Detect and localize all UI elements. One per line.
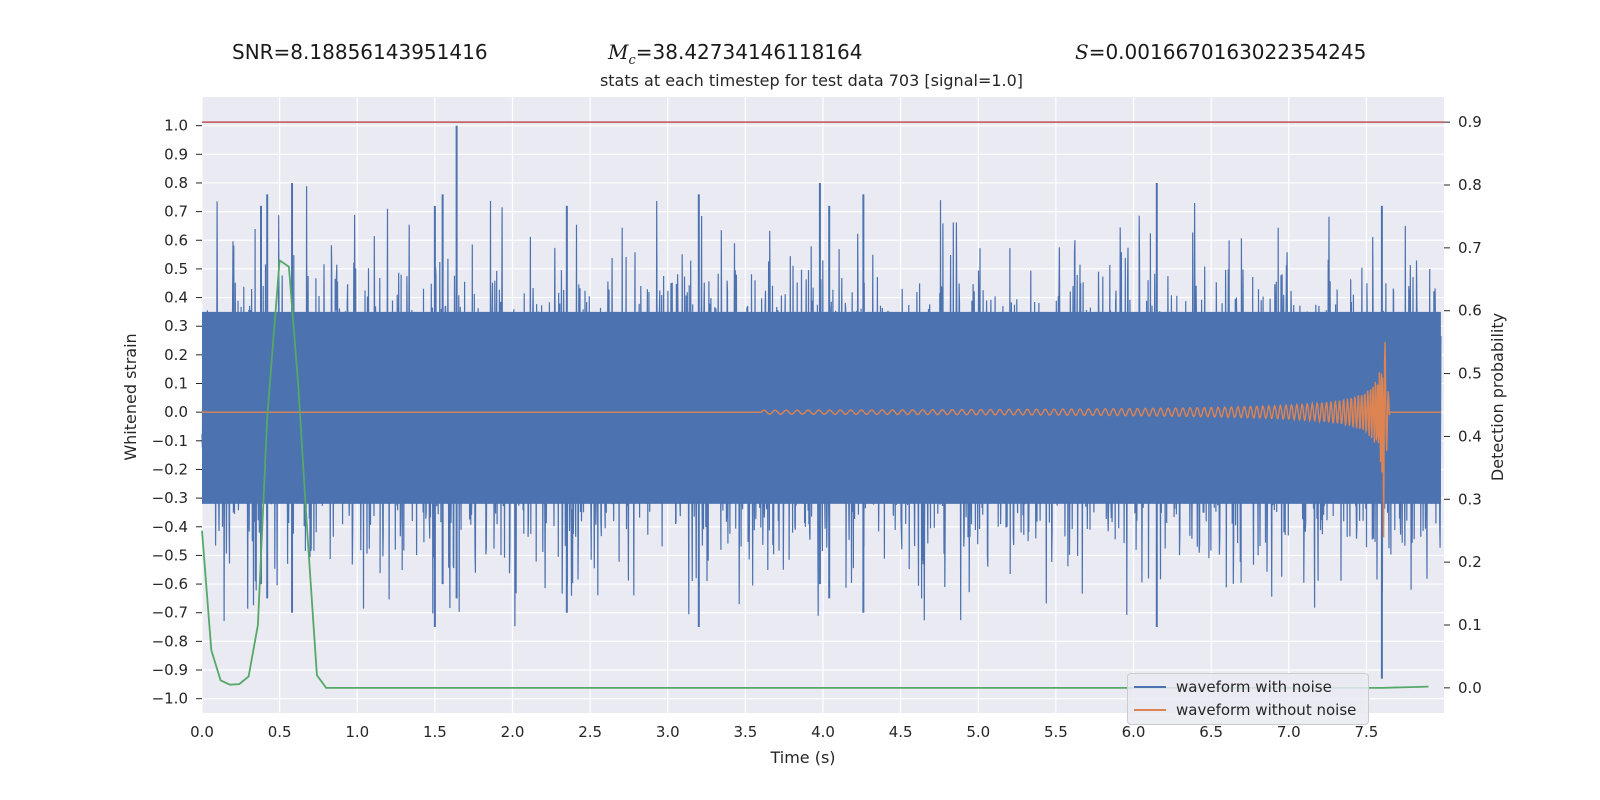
snr-stat: SNR=8.18856143951416 <box>232 40 488 64</box>
x-tick-label: 4.0 <box>811 723 835 741</box>
y-tick-label: −0.5 <box>152 546 188 564</box>
y-tick-label: 0.4 <box>164 289 188 307</box>
x-tick-label: 1.5 <box>423 723 447 741</box>
y-tick-label: 0.2 <box>164 346 188 364</box>
y2-tick-label: 0.6 <box>1458 302 1482 320</box>
y-tick-label: 1.0 <box>164 117 188 135</box>
x-axis-ticks: 0.0 0.5 1.0 1.5 2.0 2.5 3.0 3.5 4.0 4.5 5.0 5.5 6.0 6… <box>190 723 1378 741</box>
probability-trace <box>201 258 1429 689</box>
y-tick-label: 0.1 <box>164 375 188 393</box>
y-axis-label: Whitened strain <box>121 333 140 460</box>
y-tick-label: −0.4 <box>152 518 188 536</box>
y-axis-ticks: 1.0 0.9 0.8 0.7 0.6 0.5 0.4 0.3 0.2 0.1 0.0 −0.1 −0.… <box>152 117 202 708</box>
y-tick-label: 0.5 <box>164 260 188 278</box>
y2-tick-label: 0.0 <box>1458 679 1482 697</box>
y-tick-label: −0.6 <box>152 575 188 593</box>
x-tick-label: 7.0 <box>1277 723 1301 741</box>
legend-label-clean: waveform without noise <box>1176 701 1357 719</box>
y-tick-label: −0.7 <box>152 604 188 622</box>
x-axis-label: Time (s) <box>769 748 835 767</box>
y2-tick-label: 0.3 <box>1458 490 1482 508</box>
x-tick-label: 0.5 <box>268 723 292 741</box>
chart-title: stats at each timestep for test data 703… <box>599 71 1024 90</box>
x-tick-label: 1.0 <box>345 723 369 741</box>
x-tick-label: 3.5 <box>733 723 757 741</box>
y2-tick-label: 0.2 <box>1458 553 1482 571</box>
y-tick-label: 0.0 <box>164 403 188 421</box>
y-tick-label: 0.6 <box>164 231 188 249</box>
y2-tick-label: 0.9 <box>1458 113 1482 131</box>
y-tick-label: 0.8 <box>164 174 188 192</box>
s-symbol: S <box>1075 40 1089 64</box>
y2-tick-label: 0.8 <box>1458 176 1482 194</box>
noise-core <box>202 311 1441 504</box>
y-tick-label: −0.3 <box>152 489 188 507</box>
y-tick-label: −1.0 <box>152 690 188 708</box>
probability-line <box>201 258 1429 689</box>
x-tick-label: 4.5 <box>889 723 913 741</box>
x-tick-label: 5.0 <box>966 723 990 741</box>
y2-tick-label: 0.7 <box>1458 239 1482 257</box>
x-tick-label: 5.5 <box>1044 723 1068 741</box>
y-tick-label: 0.3 <box>164 317 188 335</box>
x-tick-label: 2.0 <box>501 723 525 741</box>
snr-text: SNR=8.18856143951416 <box>232 40 488 64</box>
y-tick-label: −0.9 <box>152 661 188 679</box>
y-tick-label: −0.2 <box>152 460 188 478</box>
y2-tick-label: 0.5 <box>1458 365 1482 383</box>
y-tick-label: 0.9 <box>164 145 188 163</box>
noise-waveform <box>201 125 1442 679</box>
legend-item-noise: waveform with noise <box>1134 677 1332 697</box>
clean-trace <box>202 341 1441 538</box>
y-tick-label: −0.8 <box>152 632 188 650</box>
x-tick-label: 0.0 <box>190 723 214 741</box>
x-tick-label: 6.5 <box>1199 723 1223 741</box>
x-tick-label: 2.5 <box>578 723 602 741</box>
y2-axis-label: Detection probability <box>1488 313 1507 481</box>
legend-swatch-noise <box>1134 686 1166 688</box>
y-tick-label: −0.1 <box>152 432 188 450</box>
chirp-mass-stat: Mc=38.42734146118164 <box>608 40 862 68</box>
x-tick-label: 7.5 <box>1354 723 1378 741</box>
x-tick-label: 3.0 <box>656 723 680 741</box>
s-value: =0.0016670163022354245 <box>1088 40 1367 64</box>
y2-tick-label: 0.1 <box>1458 616 1482 634</box>
y-tick-label: 0.7 <box>164 203 188 221</box>
y2-axis-ticks: 0.9 0.8 0.7 0.6 0.5 0.4 0.3 0.2 0.1 0.0 <box>1444 113 1482 697</box>
y2-tick-label: 0.4 <box>1458 427 1482 445</box>
mc-symbol: M <box>608 40 629 64</box>
legend-item-clean: waveform without noise <box>1134 700 1356 720</box>
legend-swatch-clean <box>1134 709 1166 711</box>
clean-waveform <box>202 341 1441 538</box>
mc-subscript: c <box>628 53 636 68</box>
s-stat: S=0.0016670163022354245 <box>1075 40 1366 64</box>
x-tick-label: 6.0 <box>1122 723 1146 741</box>
legend-label-noise: waveform with noise <box>1176 678 1332 696</box>
mc-value: =38.42734146118164 <box>635 40 863 64</box>
legend: waveform with noise waveform without noi… <box>1127 673 1369 725</box>
